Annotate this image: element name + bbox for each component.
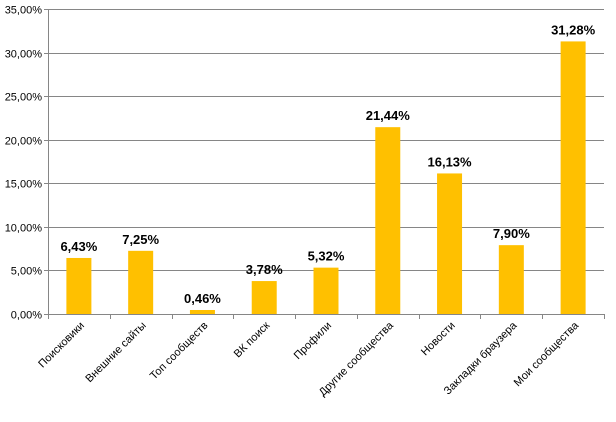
- y-tick-label: 35,00%: [5, 5, 43, 17]
- data-labels: 6,43% 7,25% 0,46% 3,78% 5,32% 21,44% 16,13% 7,9…: [60, 22, 595, 306]
- x-tick-label: Профили: [292, 320, 334, 362]
- data-label: 21,44%: [366, 108, 411, 123]
- y-tick-label: 30,00%: [5, 49, 43, 61]
- bar: [375, 127, 401, 314]
- y-tick-label: 20,00%: [5, 136, 43, 148]
- data-label: 7,90%: [493, 226, 530, 241]
- y-tick-label: 0,00%: [11, 310, 42, 322]
- x-tick-label: ВК поиск: [232, 320, 273, 361]
- bar: [437, 173, 463, 314]
- y-tick-label: 15,00%: [5, 179, 43, 191]
- data-label: 6,43%: [60, 239, 97, 254]
- x-tick-label: Поисковики: [36, 320, 87, 371]
- bar: [189, 309, 215, 314]
- bars: [66, 41, 586, 314]
- x-tick-label: Внешние сайты: [83, 320, 148, 385]
- x-tick-label: Топ сообществ: [148, 320, 211, 383]
- bar: [66, 257, 92, 314]
- y-axis-tick-labels: 0,00% 5,00% 10,00% 15,00% 20,00% 25,00% 30,00%…: [5, 5, 43, 322]
- gridlines: [48, 9, 604, 271]
- data-label: 5,32%: [308, 249, 345, 264]
- x-tick-label: Мои сообщества: [512, 319, 582, 389]
- bar: [128, 250, 154, 314]
- bar: [251, 281, 277, 314]
- x-tick-label: Новости: [419, 320, 458, 359]
- axes: [44, 9, 605, 319]
- bar: [560, 41, 586, 314]
- data-label: 7,25%: [122, 232, 159, 247]
- y-tick-label: 25,00%: [5, 92, 43, 104]
- data-label: 31,28%: [551, 22, 596, 37]
- data-label: 0,46%: [184, 291, 221, 306]
- y-tick-label: 5,00%: [11, 266, 42, 278]
- data-label: 16,13%: [428, 154, 473, 169]
- bar: [313, 267, 339, 314]
- data-label: 3,78%: [246, 262, 283, 277]
- y-tick-label: 10,00%: [5, 223, 43, 235]
- bar: [498, 245, 524, 314]
